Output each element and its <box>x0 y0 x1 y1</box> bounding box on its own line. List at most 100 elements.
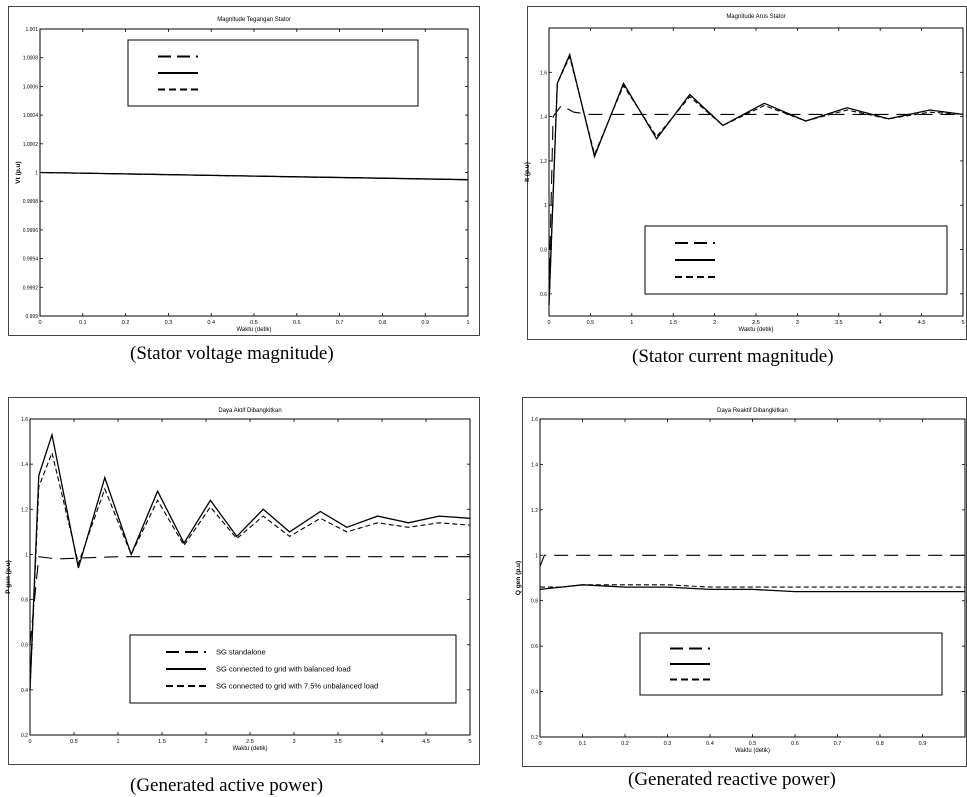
figure-frame <box>522 397 967 767</box>
x-tick-label: 0.7 <box>834 741 842 747</box>
chart-title: Daya Aktif Dibangkitkan <box>218 408 281 414</box>
y-tick-label: 0.8 <box>531 599 538 605</box>
y-tick-label: 1.0006 <box>23 84 39 90</box>
legend-label-1: SG standalone <box>216 648 266 657</box>
chart-svg-stator-current: Magnitude Arus Stator 0 0.5 1 1.5 2 2.5 3 3.5 4 4.… <box>524 6 967 340</box>
x-tick-label: 1.5 <box>669 320 677 326</box>
chart-svg-stator-voltage: Magnitude Tegangan Stator 0 0.1 0.2 0.3 0.4 0.… <box>8 6 480 336</box>
x-tick-label: 0.5 <box>749 741 757 747</box>
x-tick-label: 0.2 <box>621 741 629 747</box>
chart-panel-active-power: Daya Aktif Dibangkitkan 0 0.5 1 1.5 2 2.5 3 3.5 4… <box>5 397 484 765</box>
series-line-2 <box>29 432 471 690</box>
x-tick-label: 2 <box>204 739 207 745</box>
x-tick-label: 0.2 <box>122 320 130 326</box>
x-tick-label: 3.5 <box>334 739 342 745</box>
y-tick-label: 1.6 <box>21 417 28 423</box>
y-axis-label: It (p.u) <box>524 162 531 182</box>
y-tick-label: 1.001 <box>25 27 38 33</box>
x-tick-label: 0.9 <box>421 320 429 326</box>
y-axis-label: Vt (p.u) <box>15 161 22 183</box>
x-tick-label: 1 <box>466 320 469 326</box>
x-axis-label: Waktu (detik) <box>232 746 267 752</box>
y-tick-label: 0.9992 <box>23 285 39 291</box>
x-tick-label: 0.5 <box>250 320 258 326</box>
legend-box <box>639 632 943 696</box>
y-tick-label: 1.2 <box>21 507 28 513</box>
series-line-1 <box>539 554 965 567</box>
y-tick-label: 0.2 <box>531 735 538 741</box>
figure-frame <box>8 397 480 765</box>
x-tick-label: 5 <box>468 739 471 745</box>
x-tick-label: 5 <box>961 320 964 326</box>
x-tick-label: 0.9 <box>919 741 927 747</box>
y-tick-label: 0.6 <box>531 644 538 650</box>
x-tick-label: 0 <box>538 741 541 747</box>
chart-panel-reactive-power: Daya Reaktif Dibangkitkan 0 0.1 0.2 0.3 0.4 0.… <box>515 397 967 767</box>
y-tick-label: 0.9994 <box>23 257 39 263</box>
y-tick-label: 1.2 <box>531 508 538 514</box>
x-tick-label: 0 <box>547 320 550 326</box>
x-tick-label: 4 <box>380 739 383 745</box>
x-tick-label: 0 <box>38 320 41 326</box>
y-tick-label: 1 <box>25 552 28 558</box>
series-line-3 <box>39 171 469 181</box>
chart-title: Magnitude Arus Stator <box>726 14 785 20</box>
x-tick-label: 4.5 <box>422 739 430 745</box>
x-tick-label: 4 <box>879 320 882 326</box>
y-tick-label: 1.0002 <box>23 142 39 148</box>
y-tick-label: 0.8 <box>21 598 28 604</box>
y-axis-label: P gen (p.u) <box>5 560 12 593</box>
x-tick-label: 3 <box>796 320 799 326</box>
y-tick-label: 1.6 <box>531 417 538 423</box>
y-tick-label: 1.4 <box>21 462 28 468</box>
chart-svg-active-power: Daya Aktif Dibangkitkan 0 0.5 1 1.5 2 2.5 3 3.5 4… <box>5 397 480 765</box>
x-tick-label: 1 <box>116 739 119 745</box>
chart-panel-stator-current: Magnitude Arus Stator 0 0.5 1 1.5 2 2.5 3 3.5 4 4.… <box>524 6 967 340</box>
y-tick-label: 0.8 <box>540 248 547 254</box>
caption-reactive-power: (Generated reactive power) <box>628 769 836 790</box>
series-line-3 <box>548 55 964 305</box>
x-tick-label: 0.3 <box>165 320 173 326</box>
y-tick-label: 1.4 <box>531 462 538 468</box>
x-tick-label: 0.3 <box>664 741 672 747</box>
legend-label-3: SG connected to grid with 7.5% unbalance… <box>216 682 378 691</box>
series-line-1 <box>548 104 963 294</box>
x-tick-label: 0.5 <box>70 739 78 745</box>
x-tick-label: 0.4 <box>207 320 215 326</box>
y-tick-label: 0.4 <box>531 690 538 696</box>
x-tick-label: 0.8 <box>379 320 387 326</box>
x-tick-label: 2.5 <box>752 320 760 326</box>
x-tick-label: 1 <box>630 320 633 326</box>
x-tick-label: 0.1 <box>79 320 87 326</box>
x-tick-label: 4.5 <box>918 320 926 326</box>
y-tick-label: 1.0008 <box>23 56 39 62</box>
y-tick-label: 1 <box>535 553 538 559</box>
y-tick-label: 0.9998 <box>23 199 39 205</box>
x-tick-label: 2.5 <box>246 739 254 745</box>
legend-label-2: SG connected to grid with balanced load <box>216 665 351 674</box>
y-tick-label: 1.4 <box>540 115 547 121</box>
y-tick-label: 0.6 <box>21 643 28 649</box>
x-tick-label: 3.5 <box>835 320 843 326</box>
x-axis-label: Waktu (detik) <box>236 327 271 333</box>
x-tick-label: 0.1 <box>579 741 587 747</box>
x-tick-label: 1.5 <box>158 739 166 745</box>
chart-svg-reactive-power: Daya Reaktif Dibangkitkan 0 0.1 0.2 0.3 0.4 0.… <box>515 397 967 767</box>
x-tick-label: 0.6 <box>293 320 301 326</box>
chart-panel-stator-voltage: Magnitude Tegangan Stator 0 0.1 0.2 0.3 0.4 0.… <box>8 6 484 336</box>
x-tick-label: 3 <box>292 739 295 745</box>
caption-active-power: (Generated active power) <box>130 775 324 796</box>
x-tick-label: 0.5 <box>587 320 595 326</box>
y-tick-label: 0.999 <box>25 314 38 320</box>
x-tick-label: 0.7 <box>336 320 344 326</box>
x-tick-label: 2 <box>713 320 716 326</box>
x-axis-label: Waktu (detik) <box>738 327 773 333</box>
x-tick-label: 0 <box>28 739 31 745</box>
y-tick-label: 1 <box>35 171 38 177</box>
x-tick-label: 0.6 <box>791 741 799 747</box>
chart-title: Magnitude Tegangan Stator <box>217 17 291 23</box>
y-tick-label: 0.2 <box>21 733 28 739</box>
y-tick-label: 0.9996 <box>23 228 39 234</box>
x-tick-label: 0.4 <box>706 741 714 747</box>
series-line-2 <box>539 584 965 593</box>
